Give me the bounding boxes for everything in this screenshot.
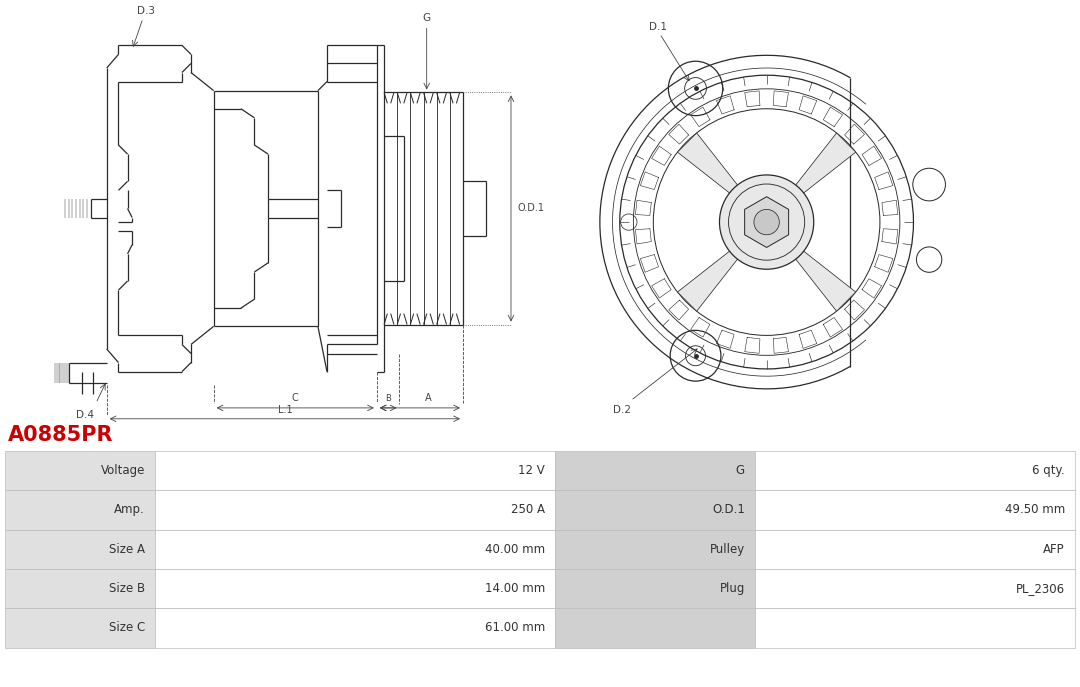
Text: Amp.: Amp. bbox=[114, 504, 145, 517]
Text: O.D.1: O.D.1 bbox=[517, 203, 544, 214]
Circle shape bbox=[719, 175, 813, 269]
Text: Pulley: Pulley bbox=[710, 543, 745, 556]
Text: Plug: Plug bbox=[719, 582, 745, 595]
Text: Voltage: Voltage bbox=[100, 464, 145, 477]
Text: B: B bbox=[386, 394, 391, 403]
Text: G: G bbox=[422, 12, 431, 23]
Text: Size A: Size A bbox=[109, 543, 145, 556]
Circle shape bbox=[754, 210, 780, 235]
Bar bbox=[5, 491, 156, 530]
Text: C: C bbox=[292, 394, 299, 403]
Text: 14.00 mm: 14.00 mm bbox=[485, 582, 545, 595]
Bar bbox=[555, 491, 755, 530]
Polygon shape bbox=[796, 133, 855, 193]
Text: Size B: Size B bbox=[109, 582, 145, 595]
Bar bbox=[755, 608, 1075, 648]
Bar bbox=[5, 530, 156, 569]
Bar bbox=[156, 530, 555, 569]
Bar bbox=[755, 491, 1075, 530]
Text: D.2: D.2 bbox=[612, 405, 631, 415]
Bar bbox=[555, 608, 755, 648]
Bar bbox=[156, 491, 555, 530]
Text: 40.00 mm: 40.00 mm bbox=[485, 543, 545, 556]
Bar bbox=[555, 569, 755, 608]
Polygon shape bbox=[677, 133, 738, 193]
Text: A: A bbox=[426, 394, 432, 403]
Bar bbox=[755, 530, 1075, 569]
Text: O.D.1: O.D.1 bbox=[712, 504, 745, 517]
Text: 49.50 mm: 49.50 mm bbox=[1004, 504, 1065, 517]
Bar bbox=[156, 451, 555, 491]
Polygon shape bbox=[796, 251, 855, 311]
Polygon shape bbox=[744, 196, 788, 247]
Text: 12 V: 12 V bbox=[518, 464, 545, 477]
Polygon shape bbox=[677, 251, 738, 311]
Bar bbox=[5, 608, 156, 648]
Text: D.1: D.1 bbox=[649, 22, 666, 32]
Bar bbox=[5, 451, 156, 491]
Text: D.4: D.4 bbox=[76, 409, 94, 420]
Text: A0885PR: A0885PR bbox=[8, 425, 113, 444]
Bar bbox=[5, 569, 156, 608]
Bar bbox=[555, 451, 755, 491]
Text: 6 qty.: 6 qty. bbox=[1032, 464, 1065, 477]
Text: Size C: Size C bbox=[109, 622, 145, 635]
Text: D.3: D.3 bbox=[137, 6, 154, 16]
Bar bbox=[555, 530, 755, 569]
Text: PL_2306: PL_2306 bbox=[1016, 582, 1065, 595]
Text: L.1: L.1 bbox=[278, 405, 293, 415]
Bar bbox=[156, 608, 555, 648]
Text: AFP: AFP bbox=[1043, 543, 1065, 556]
Bar bbox=[755, 569, 1075, 608]
Text: 61.00 mm: 61.00 mm bbox=[485, 622, 545, 635]
Bar bbox=[156, 569, 555, 608]
Bar bbox=[755, 451, 1075, 491]
Text: 250 A: 250 A bbox=[511, 504, 545, 517]
Text: G: G bbox=[735, 464, 745, 477]
